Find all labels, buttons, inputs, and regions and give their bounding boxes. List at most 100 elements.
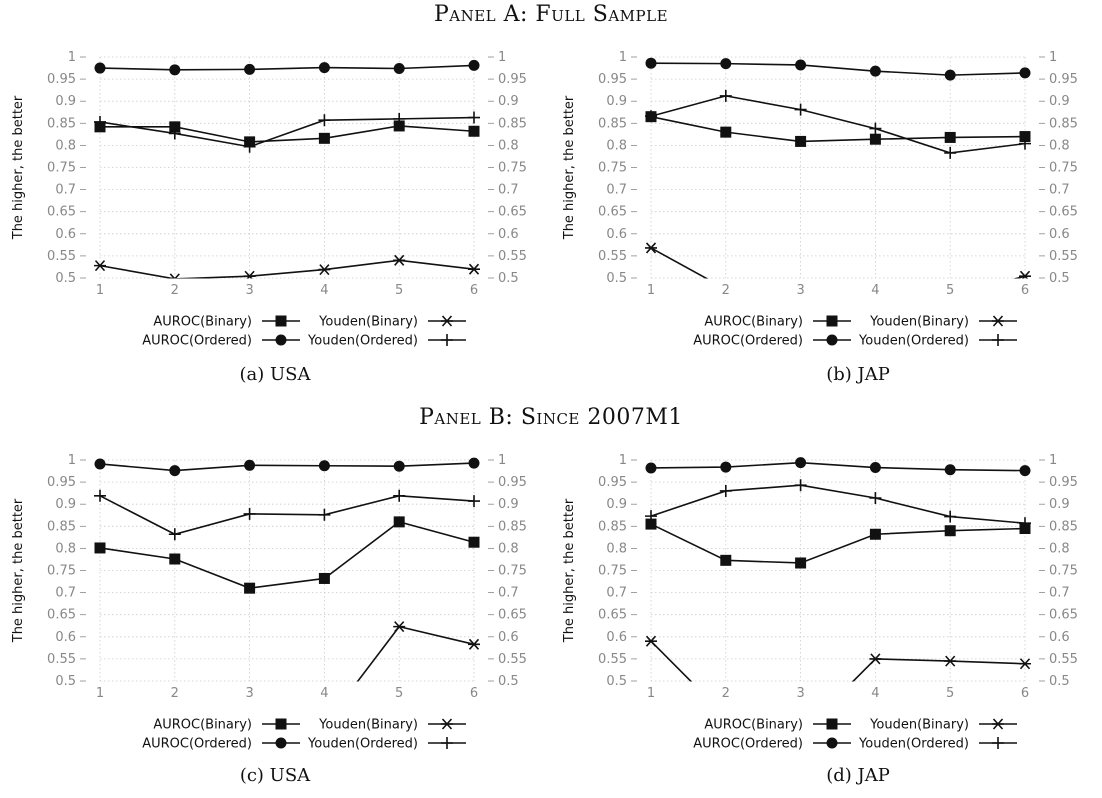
x-tick-label: 1 — [96, 686, 104, 701]
legend-marker-asterisk — [992, 719, 1004, 729]
legend-label: AUROC(Binary) — [704, 718, 803, 733]
y-axis-label: The higher, the better — [562, 95, 577, 240]
data-point-square — [319, 573, 330, 584]
data-point-square — [720, 127, 731, 138]
y-tick-label-right: 1 — [1049, 453, 1057, 468]
x-tick-label: 6 — [1021, 686, 1029, 701]
data-point-circle — [95, 458, 106, 469]
y-tick-label-right: 0.6 — [1049, 227, 1070, 242]
legend: AUROC(Binary) AUROC(Ordered) Youden(Binary… — [693, 718, 1017, 752]
data-point-circle — [646, 462, 657, 473]
x-tick-label: 6 — [470, 283, 478, 298]
data-point-circle — [394, 461, 405, 472]
legend-marker-square — [276, 316, 287, 327]
legend-marker-plus — [992, 334, 1004, 346]
legend-marker-circle — [827, 738, 838, 749]
data-point-asterisk — [795, 300, 807, 310]
y-tick-label: 0.5 — [606, 271, 627, 286]
legend-marker-square — [827, 719, 838, 730]
data-point-square — [945, 132, 956, 143]
data-point-plus — [468, 495, 480, 507]
data-point-asterisk — [393, 255, 405, 265]
legend: AUROC(Binary) AUROC(Ordered) Youden(Binary… — [142, 718, 466, 752]
data-point-circle — [1020, 67, 1031, 78]
y-tick-label: 0.95 — [47, 475, 76, 490]
y-tick-label: 0.9 — [55, 497, 76, 512]
y-tick-label: 0.85 — [598, 116, 627, 131]
y-tick-label: 0.95 — [598, 72, 627, 87]
data-point-asterisk — [869, 654, 881, 664]
data-point-square — [870, 134, 881, 145]
y-tick-label-right: 0.5 — [498, 674, 519, 689]
legend-marker-asterisk — [441, 316, 453, 326]
legend-label: Youden(Binary) — [318, 315, 418, 330]
y-tick-label-right: 0.85 — [1049, 116, 1078, 131]
data-point-plus — [795, 104, 807, 116]
gridlines — [651, 57, 1025, 278]
y-tick-label-right: 0.75 — [498, 161, 527, 176]
y-tick-label-right: 0.65 — [498, 205, 527, 220]
y-tick-label-right: 0.65 — [1049, 205, 1078, 220]
series-line-circle — [100, 65, 474, 69]
data-point-circle — [870, 66, 881, 77]
data-point-plus — [468, 112, 480, 124]
x-tick-label: 1 — [647, 283, 655, 298]
data-point-circle — [319, 460, 330, 471]
y-tick-label-right: 0.95 — [498, 72, 527, 87]
right-y-tick-labels: 0.5 0.55 0.6 0.65 0.7 0.75 0.8 0.85 0.9 0.95 1 — [1039, 50, 1078, 286]
y-tick-label: 0.8 — [606, 138, 627, 153]
y-tick-label: 0.9 — [606, 497, 627, 512]
data-point-plus — [393, 490, 405, 502]
y-tick-label-right: 0.75 — [1049, 161, 1078, 176]
y-tick-label-right: 0.9 — [498, 497, 519, 512]
panel-b-title: Panel B: Since 2007M1 — [0, 405, 1102, 430]
left-y-tick-labels: 0.50.550.60.650.70.750.80.850.90.951 — [47, 50, 86, 286]
data-point-circle — [795, 59, 806, 70]
x-tick-label: 6 — [470, 686, 478, 701]
y-tick-label: 0.6 — [55, 227, 76, 242]
data-point-square — [95, 542, 106, 553]
y-tick-label-right: 0.6 — [498, 630, 519, 645]
series-line-square — [651, 524, 1025, 563]
y-tick-label-right: 1 — [1049, 50, 1057, 65]
legend-label: AUROC(Ordered) — [142, 334, 252, 349]
y-tick-label: 0.55 — [47, 652, 76, 667]
y-tick-label-right: 0.55 — [1049, 652, 1078, 667]
y-tick-label: 0.8 — [55, 138, 76, 153]
legend-marker-plus — [992, 737, 1004, 749]
x-tick-label: 5 — [946, 686, 954, 701]
x-tick-label: 3 — [796, 686, 804, 701]
y-tick-label-right: 0.75 — [1049, 564, 1078, 579]
x-tick-label: 2 — [171, 686, 179, 701]
series-line-asterisk — [100, 260, 474, 279]
y-tick-label-right: 0.7 — [498, 586, 519, 601]
x-tick-label: 4 — [320, 283, 328, 298]
x-tick-label: 5 — [946, 283, 954, 298]
x-tick-label: 6 — [1021, 283, 1029, 298]
y-tick-label: 0.7 — [606, 586, 627, 601]
left-y-tick-labels: 0.50.550.60.650.70.750.80.850.90.951 — [598, 50, 637, 286]
y-tick-label-right: 0.8 — [1049, 541, 1070, 556]
data-point-circle — [469, 60, 480, 71]
legend-label: Youden(Ordered) — [858, 737, 969, 752]
caption-d: (d) JAP — [708, 765, 1008, 786]
data-point-square — [394, 516, 405, 527]
y-tick-label-right: 0.55 — [1049, 249, 1078, 264]
y-tick-label-right: 0.7 — [1049, 586, 1070, 601]
y-tick-label: 0.6 — [55, 630, 76, 645]
series-line-asterisk — [651, 248, 1025, 309]
data-point-square — [319, 133, 330, 144]
legend-label: Youden(Binary) — [318, 718, 418, 733]
chart-d-jap: 0.50.550.60.650.70.750.80.850.90.9510.50… — [551, 441, 1102, 763]
data-point-square — [469, 126, 480, 137]
y-tick-label: 0.85 — [47, 116, 76, 131]
legend-label: AUROC(Ordered) — [142, 737, 252, 752]
y-tick-label-right: 0.5 — [498, 271, 519, 286]
gridlines — [100, 57, 474, 278]
data-point-circle — [394, 63, 405, 74]
y-axis-label: The higher, the better — [562, 498, 577, 643]
y-tick-label-right: 0.8 — [1049, 138, 1070, 153]
y-tick-label: 0.55 — [598, 249, 627, 264]
chart-b-jap: 0.50.550.60.650.70.750.80.850.90.9510.50… — [551, 38, 1102, 360]
